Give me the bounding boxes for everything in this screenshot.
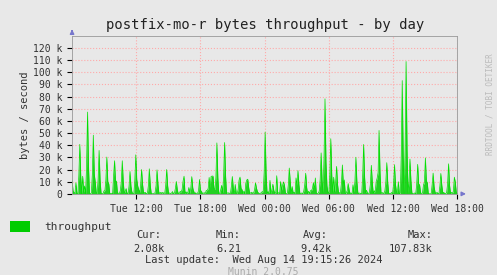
Text: 6.21: 6.21 — [216, 244, 241, 254]
Text: 9.42k: 9.42k — [300, 244, 331, 254]
Text: 2.08k: 2.08k — [134, 244, 165, 254]
Text: Max:: Max: — [408, 230, 432, 240]
Title: postfix-mo-r bytes throughput - by day: postfix-mo-r bytes throughput - by day — [105, 18, 424, 32]
Text: Munin 2.0.75: Munin 2.0.75 — [228, 267, 299, 275]
Text: Last update:  Wed Aug 14 19:15:26 2024: Last update: Wed Aug 14 19:15:26 2024 — [145, 255, 382, 265]
Text: Cur:: Cur: — [137, 230, 162, 240]
Y-axis label: bytes / second: bytes / second — [20, 71, 30, 159]
Text: RRDTOOL / TOBI OETIKER: RRDTOOL / TOBI OETIKER — [486, 54, 495, 155]
Text: 107.83k: 107.83k — [389, 244, 432, 254]
Text: Min:: Min: — [216, 230, 241, 240]
Text: throughput: throughput — [45, 222, 112, 232]
Text: Avg:: Avg: — [303, 230, 328, 240]
